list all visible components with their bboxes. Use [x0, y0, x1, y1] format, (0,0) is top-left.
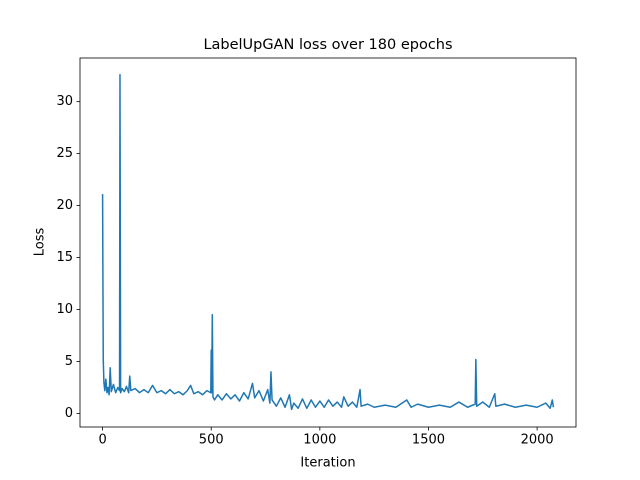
chart-title: LabelUpGAN loss over 180 epochs [203, 37, 452, 53]
plot-frame [79, 57, 577, 428]
y-tick-label: 15 [56, 250, 73, 265]
y-tick-label: 10 [56, 302, 73, 317]
y-tick-label: 25 [56, 146, 73, 161]
y-tick-label: 5 [65, 354, 73, 369]
y-tick-label: 0 [65, 406, 73, 421]
x-tick-label: 1500 [412, 433, 445, 448]
x-tick-label: 500 [199, 433, 224, 448]
y-axis-label: Loss [33, 228, 48, 257]
loss-line [101, 73, 555, 411]
y-tick-label: 20 [56, 198, 73, 213]
x-tick-label: 2000 [521, 433, 554, 448]
x-tick-label: 0 [98, 433, 106, 448]
y-tick-label: 30 [56, 94, 73, 109]
x-tick-label: 1000 [303, 433, 336, 448]
x-axis-label: Iteration [300, 456, 355, 471]
